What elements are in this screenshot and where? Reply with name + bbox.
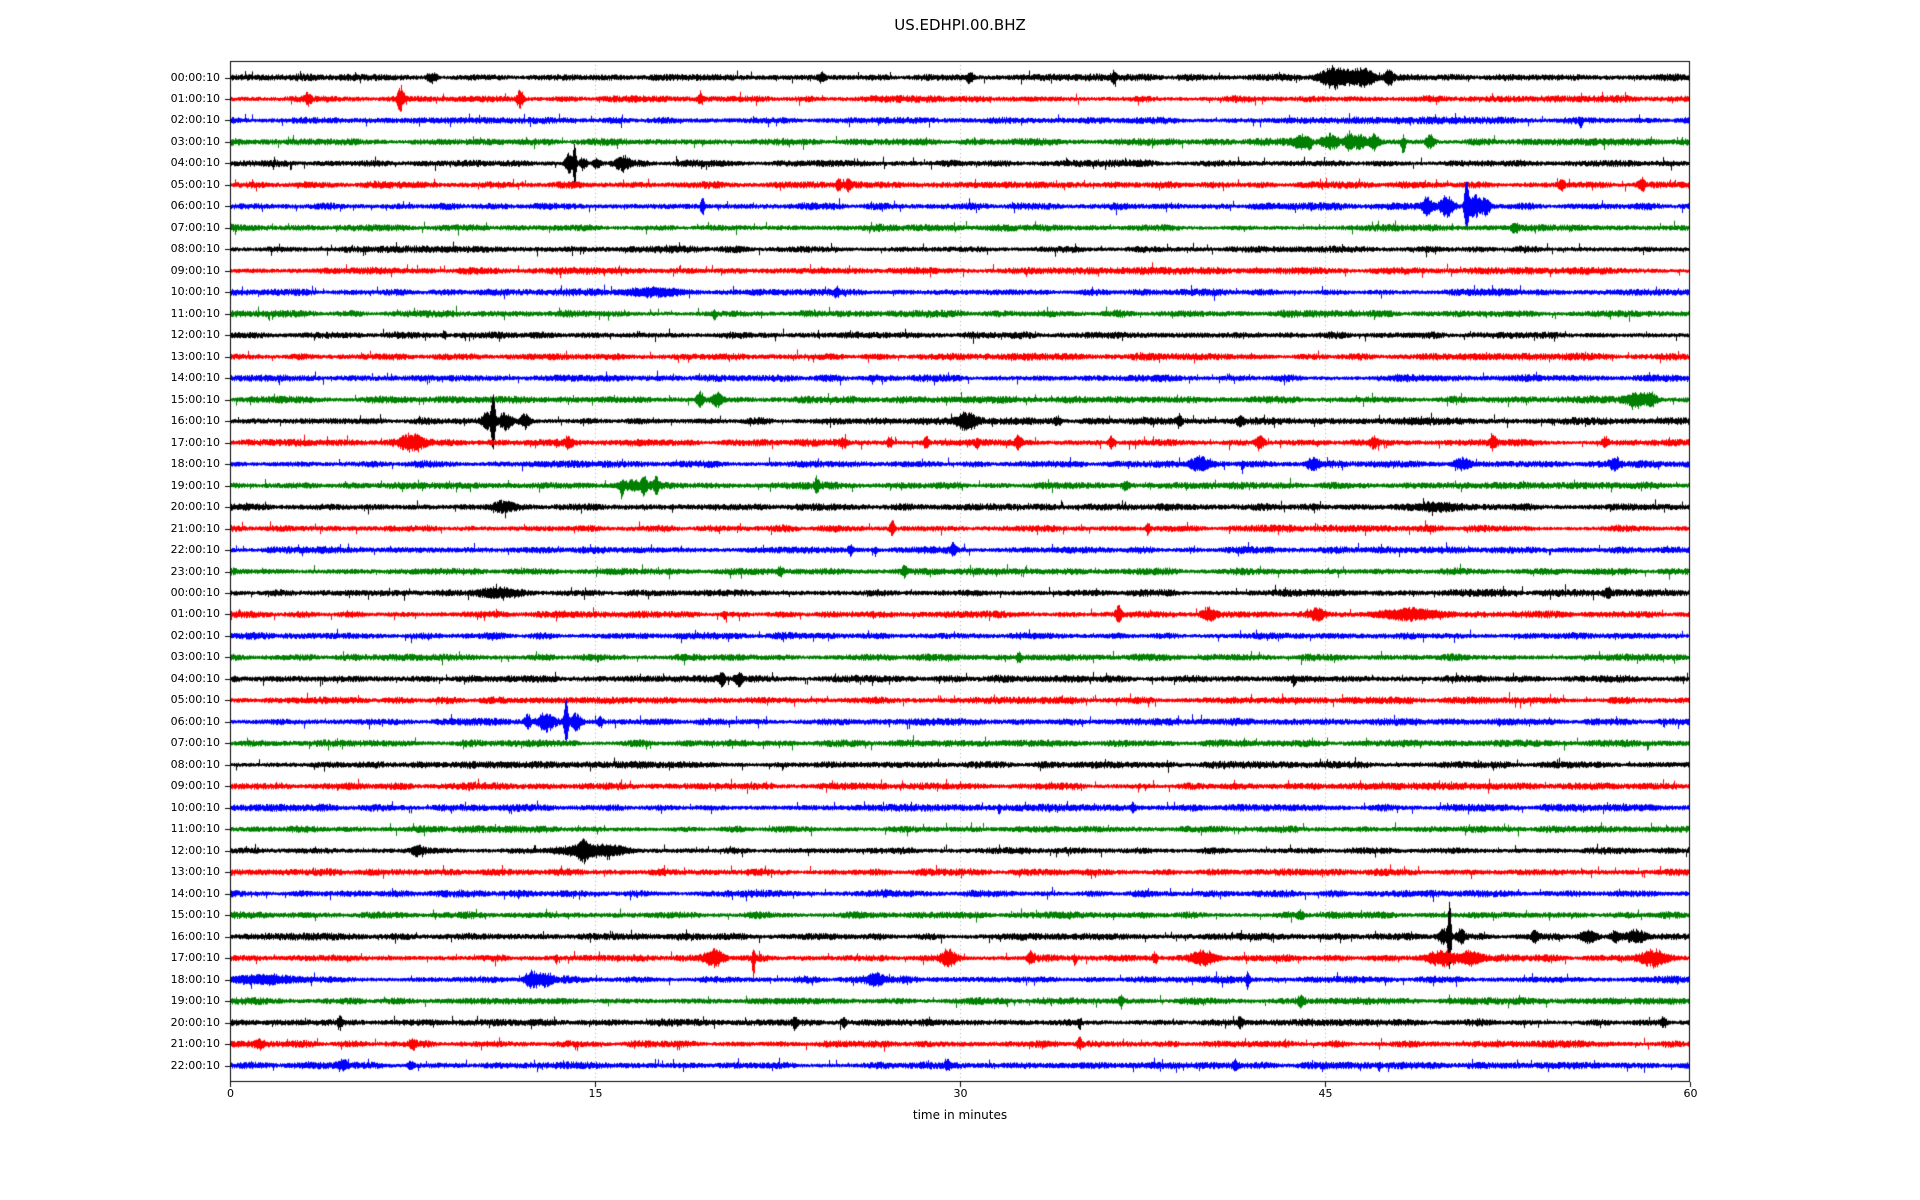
y-tick-label: 20:00:10: [170, 500, 220, 514]
x-tick-label: 45: [1318, 1087, 1333, 1100]
x-axis-label: time in minutes: [912, 1108, 1008, 1122]
y-tick-label: 02:00:10: [170, 628, 220, 642]
plot-title: US.EDHPI.00.BHZ: [894, 16, 1026, 34]
y-tick-label: 12:00:10: [170, 843, 220, 857]
x-tick-label: 60: [1683, 1087, 1698, 1100]
y-tick-label: 14:00:10: [170, 371, 220, 385]
y-tick-label: 20:00:10: [170, 1015, 220, 1029]
y-tick-label: 00:00:10: [170, 70, 220, 84]
y-tick-label: 10:00:10: [170, 800, 220, 814]
y-tick-label: 13:00:10: [170, 349, 220, 363]
y-tick-label: 06:00:10: [170, 199, 220, 213]
y-tick-label: 00:00:10: [170, 585, 220, 599]
y-tick-label: 09:00:10: [170, 263, 220, 277]
y-tick-label: 11:00:10: [170, 306, 220, 320]
y-tick-label: 15:00:10: [170, 908, 220, 922]
y-tick-label: 08:00:10: [170, 242, 220, 256]
y-tick-label: 08:00:10: [170, 757, 220, 771]
y-tick-label: 03:00:10: [170, 650, 220, 664]
y-tick-label: 22:00:10: [170, 1058, 220, 1072]
x-tick-label: 0: [227, 1087, 234, 1100]
y-tick-label: 01:00:10: [170, 91, 220, 105]
y-tick-label: 23:00:10: [170, 564, 220, 578]
y-tick-label: 07:00:10: [170, 736, 220, 750]
y-tick-label: 21:00:10: [170, 1037, 220, 1051]
y-tick-label: 18:00:10: [170, 972, 220, 986]
y-tick-label: 10:00:10: [170, 285, 220, 299]
y-tick-label: 17:00:10: [170, 951, 220, 965]
y-tick-label: 12:00:10: [170, 328, 220, 342]
y-tick-label: 06:00:10: [170, 714, 220, 728]
y-tick-label: 13:00:10: [170, 865, 220, 879]
y-tick-label: 18:00:10: [170, 457, 220, 471]
y-tick-label: 09:00:10: [170, 779, 220, 793]
y-tick-label: 22:00:10: [170, 543, 220, 557]
y-tick-label: 16:00:10: [170, 929, 220, 943]
y-tick-label: 03:00:10: [170, 134, 220, 148]
y-tick-label: 05:00:10: [170, 693, 220, 707]
y-tick-label: 15:00:10: [170, 392, 220, 406]
y-tick-label: 07:00:10: [170, 220, 220, 234]
y-tick-label: 16:00:10: [170, 414, 220, 428]
y-tick-label: 14:00:10: [170, 886, 220, 900]
y-tick-label: 19:00:10: [170, 994, 220, 1008]
y-tick-label: 11:00:10: [170, 822, 220, 836]
y-tick-label: 02:00:10: [170, 113, 220, 127]
y-tick-label: 19:00:10: [170, 478, 220, 492]
y-tick-label: 04:00:10: [170, 671, 220, 685]
y-tick-label: 21:00:10: [170, 521, 220, 535]
x-tick-label: 15: [588, 1087, 603, 1100]
y-tick-label: 01:00:10: [170, 607, 220, 621]
y-tick-label: 04:00:10: [170, 156, 220, 170]
y-tick-label: 17:00:10: [170, 435, 220, 449]
x-tick-label: 30: [953, 1087, 968, 1100]
y-tick-label: 05:00:10: [170, 177, 220, 191]
